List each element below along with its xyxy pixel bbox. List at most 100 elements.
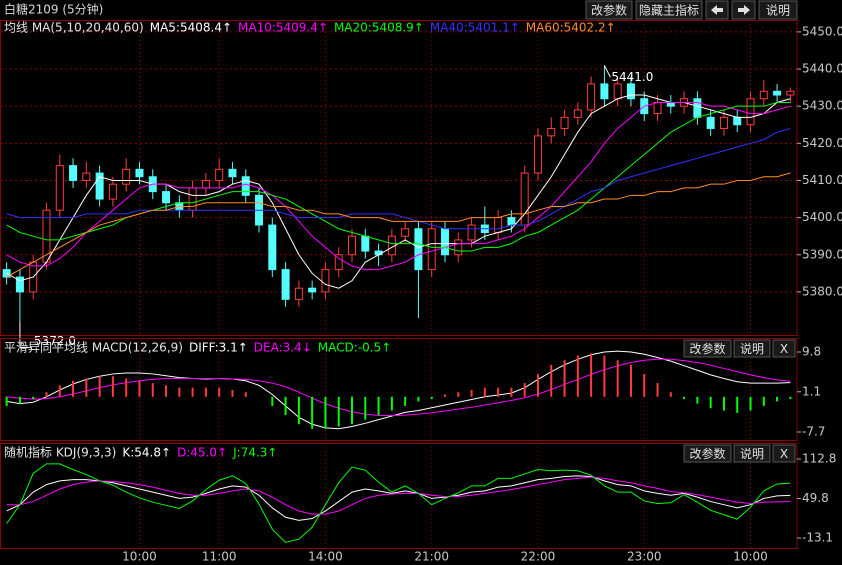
candle-body xyxy=(228,168,237,178)
y-tick-label: 1.1 xyxy=(802,384,821,398)
button-label[interactable]: 改参数 xyxy=(689,341,725,356)
candle-body xyxy=(135,168,144,178)
candle-body xyxy=(427,228,436,271)
button-box[interactable] xyxy=(733,444,771,463)
candle-body xyxy=(746,98,755,126)
y-tick-label: 5400.0 xyxy=(802,210,842,224)
indicator-line xyxy=(6,463,791,543)
indicator-line xyxy=(6,101,791,271)
candle-body xyxy=(706,116,715,129)
candle-body xyxy=(733,116,742,126)
candle-body xyxy=(162,191,171,204)
y-tick-label: 5450.0 xyxy=(802,24,842,38)
candle-body xyxy=(467,224,476,241)
button-label[interactable]: 改参数 xyxy=(591,3,627,18)
indicator-line xyxy=(6,350,791,430)
button-box[interactable] xyxy=(758,0,798,20)
button-label[interactable]: X xyxy=(780,342,788,356)
candle-body xyxy=(560,116,569,129)
x-tick-label: 21:00 xyxy=(414,550,449,564)
y-tick-label: 49.8 xyxy=(802,491,829,505)
y-tick-label: 5410.0 xyxy=(802,173,842,187)
panel-title: 均线 MA(5,10,20,40,60) xyxy=(4,21,144,35)
button-label[interactable]: 说明 xyxy=(740,341,764,356)
candle-body xyxy=(108,183,117,200)
candle-body xyxy=(321,269,330,293)
candle-body xyxy=(454,239,463,256)
arrow-right-button[interactable] xyxy=(731,0,756,20)
candle-body xyxy=(573,109,582,118)
button-box[interactable] xyxy=(683,444,732,463)
candle-body xyxy=(600,83,609,100)
candle-body xyxy=(268,224,277,271)
annotation-line xyxy=(603,65,611,78)
candle-body xyxy=(547,127,556,137)
y-tick-label: 5430.0 xyxy=(802,99,842,113)
arrow-left-icon xyxy=(711,5,723,15)
button-box[interactable] xyxy=(585,0,633,20)
panel-frame xyxy=(0,443,798,549)
candle-body xyxy=(241,176,250,196)
candle-body xyxy=(348,235,357,256)
candle-body xyxy=(587,83,596,111)
candle-body xyxy=(15,276,24,293)
indicator-line xyxy=(6,476,791,515)
annotation-label: 5372.0 xyxy=(34,334,76,348)
candle-body xyxy=(69,165,78,181)
candle-body xyxy=(613,83,622,100)
button-label[interactable]: 隐藏主指标 xyxy=(639,3,699,18)
candle-body xyxy=(281,269,290,300)
button-label[interactable]: 改参数 xyxy=(689,446,725,461)
button-box[interactable] xyxy=(772,444,796,463)
candle-body xyxy=(653,101,662,115)
candle-body xyxy=(122,168,131,185)
candle-body xyxy=(95,172,104,200)
y-tick-label: -7.7 xyxy=(802,424,825,438)
legend-entry: DIFF:3.1↑ xyxy=(189,341,248,355)
button-box[interactable] xyxy=(772,339,796,358)
x-tick-label: 10:00 xyxy=(122,550,157,564)
candle-body xyxy=(361,235,370,252)
candle-body xyxy=(666,101,675,107)
candle-body xyxy=(414,228,423,271)
chart-title: 白糖2109 (5分钟) xyxy=(4,2,103,17)
candle-body xyxy=(308,287,317,293)
x-tick-label: 11:00 xyxy=(202,550,237,564)
legend-entry: MA60:5402.2↑ xyxy=(526,21,616,35)
x-tick-label: 23:00 xyxy=(627,550,662,564)
x-tick-label: 22:00 xyxy=(521,550,556,564)
candle-body xyxy=(294,287,303,300)
candle-body xyxy=(334,254,343,271)
candle-body xyxy=(693,98,702,118)
candle-body xyxy=(759,90,768,100)
candle-body xyxy=(507,217,516,226)
y-tick-label: 5440.0 xyxy=(802,62,842,76)
indicator-line xyxy=(6,358,791,417)
button-label[interactable]: 说明 xyxy=(766,3,790,18)
button-label[interactable]: 说明 xyxy=(740,446,764,461)
y-tick-label: 9.8 xyxy=(802,344,821,358)
panel-frame xyxy=(0,338,798,441)
legend-entry: MA5:5408.4↑ xyxy=(150,21,232,35)
y-tick-label: 5420.0 xyxy=(802,136,842,150)
candle-body xyxy=(215,168,224,181)
candle-body xyxy=(786,90,795,96)
button-box[interactable] xyxy=(733,339,771,358)
annotation-label: 5441.0 xyxy=(611,70,653,84)
button-box[interactable] xyxy=(683,339,732,358)
arrow-right-icon xyxy=(738,5,750,15)
y-tick-label: 112.8 xyxy=(802,452,836,466)
arrow-left-button[interactable] xyxy=(705,0,729,20)
panel-frame xyxy=(0,20,798,336)
candle-body xyxy=(82,172,91,181)
annotation-line xyxy=(19,321,32,349)
panel-title: 随机指标 KDJ(9,3,3) xyxy=(4,445,116,460)
button-label[interactable]: X xyxy=(780,447,788,461)
indicator-line xyxy=(6,127,791,230)
indicator-line xyxy=(6,172,791,278)
candle-body xyxy=(773,90,782,96)
button-box[interactable] xyxy=(635,0,703,20)
candle-body xyxy=(494,217,503,233)
